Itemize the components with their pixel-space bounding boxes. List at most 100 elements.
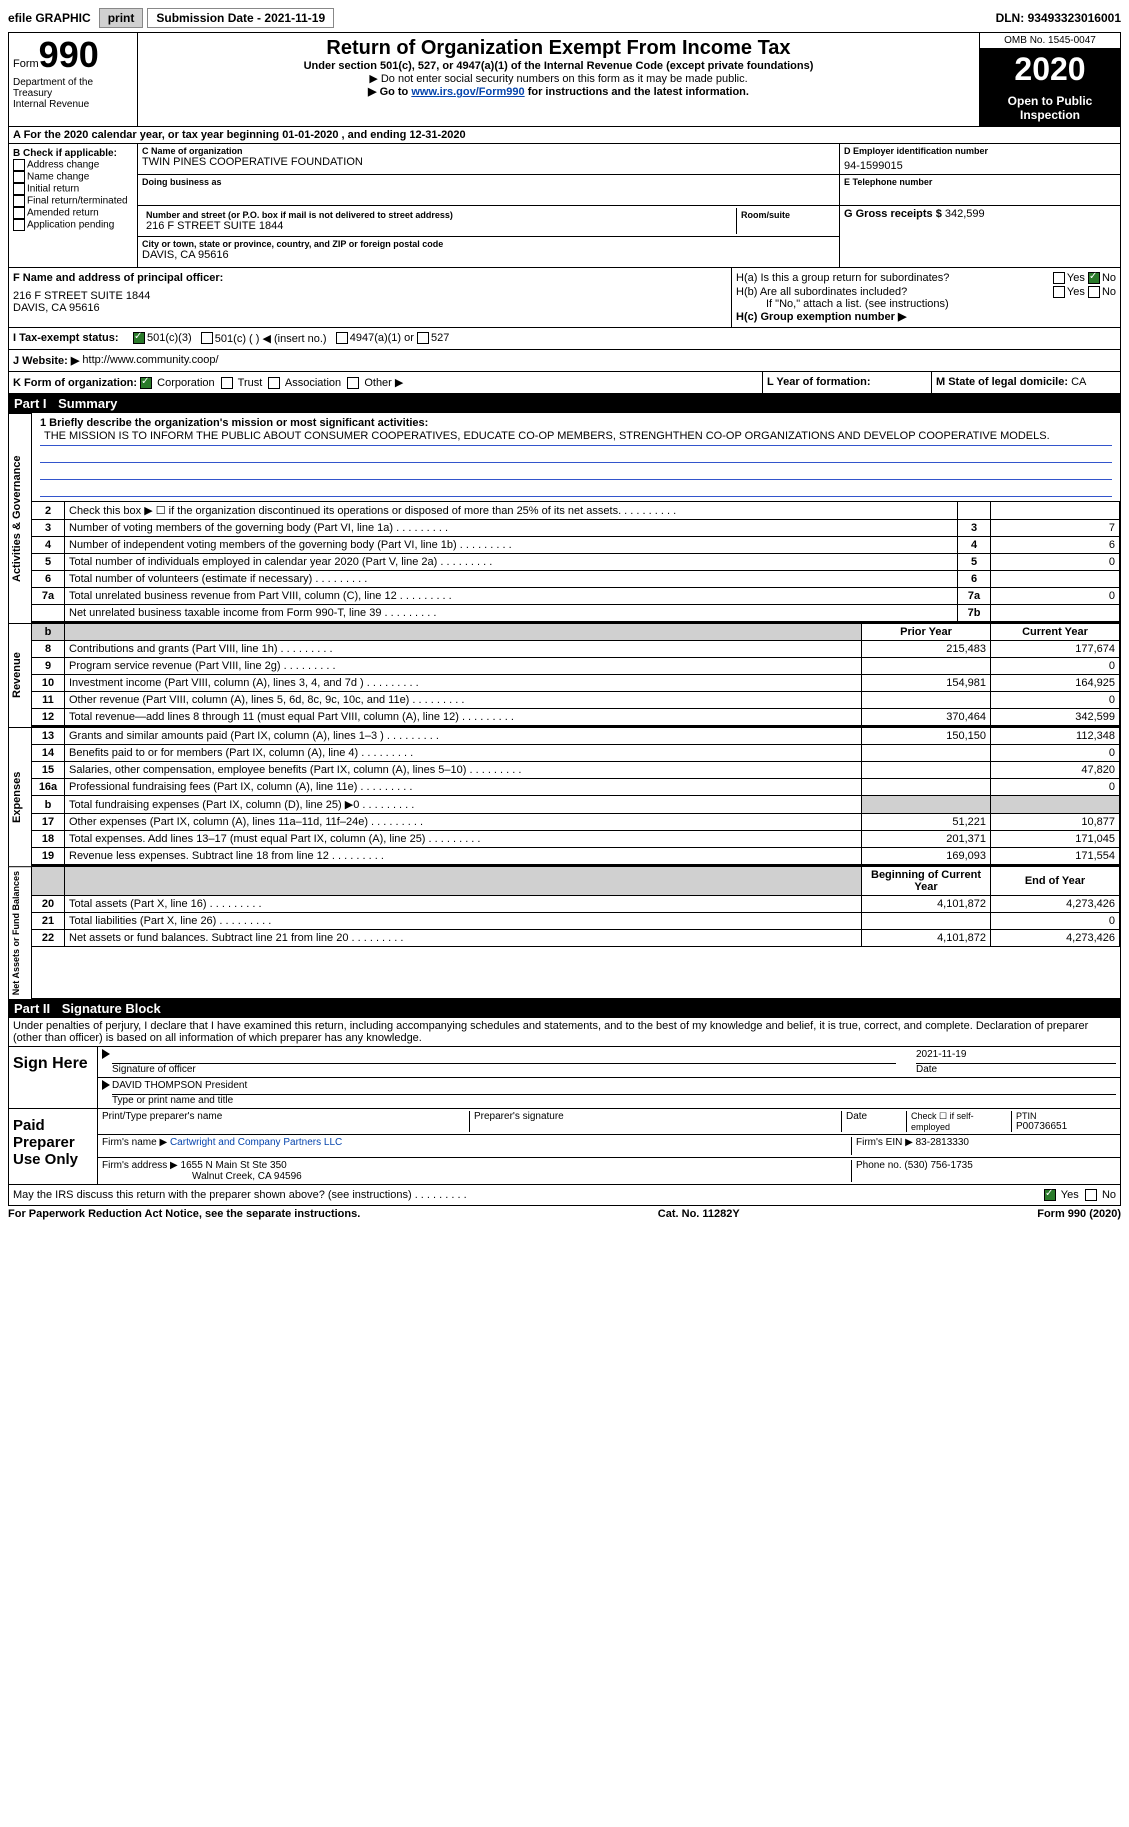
chk-initial-return[interactable]: Initial return [13, 183, 133, 195]
governance-section: Activities & Governance 1 Briefly descri… [8, 413, 1121, 623]
chk-final-return[interactable]: Final return/terminated [13, 195, 133, 207]
col-b-checkboxes: B Check if applicable: Address change Na… [9, 144, 138, 267]
part2-header: Part II Signature Block [8, 999, 1121, 1018]
chk-501c[interactable] [201, 332, 213, 344]
chk-501c3[interactable] [133, 332, 145, 344]
street-address: 216 F STREET SUITE 1844 [146, 220, 732, 232]
website-row: J Website: ▶ http://www.community.coop/ [8, 350, 1121, 372]
submission-date: 2021-11-19 [264, 11, 325, 25]
gross-receipts-row: G Gross receipts $ 342,599 [840, 206, 1120, 236]
mission-q: 1 Briefly describe the organization's mi… [40, 417, 1112, 429]
form-title: Return of Organization Exempt From Incom… [146, 37, 971, 60]
mission-text: THE MISSION IS TO INFORM THE PUBLIC ABOU… [40, 429, 1112, 446]
title-box: Return of Organization Exempt From Incom… [138, 33, 979, 126]
org-name-row: C Name of organization TWIN PINES COOPER… [138, 144, 839, 175]
sign-here-label: Sign Here [9, 1047, 98, 1108]
submission-date-label: Submission Date - [156, 11, 264, 25]
website-url: http://www.community.coop/ [82, 354, 218, 367]
table-row: 16aProfessional fundraising fees (Part I… [32, 779, 1120, 796]
open-to-public: Open to Public Inspection [980, 90, 1120, 126]
table-row: 12Total revenue—add lines 8 through 11 (… [32, 709, 1120, 726]
ein: 94-1599015 [844, 156, 1116, 172]
officer-address: 216 F STREET SUITE 1844 DAVIS, CA 95616 [13, 290, 727, 314]
chk-discuss-no[interactable] [1085, 1189, 1097, 1201]
officer-block: F Name and address of principal officer:… [8, 268, 1121, 328]
irs-link[interactable]: www.irs.gov/Form990 [411, 86, 524, 98]
h-a: H(a) Is this a group return for subordin… [736, 272, 1116, 284]
city-row: City or town, state or province, country… [138, 237, 839, 267]
side-netassets: Net Assets or Fund Balances [8, 866, 32, 999]
year-box: OMB No. 1545-0047 2020 Open to Public In… [979, 33, 1120, 126]
h-b-note: If "No," attach a list. (see instruction… [736, 298, 1116, 310]
table-row: 14Benefits paid to or for members (Part … [32, 745, 1120, 762]
city-state-zip: DAVIS, CA 95616 [142, 249, 835, 261]
dln: DLN: 93493323016001 [996, 11, 1121, 25]
table-row: 19Revenue less expenses. Subtract line 1… [32, 848, 1120, 865]
chk-address-change[interactable]: Address change [13, 159, 133, 171]
table-row: 6Total number of volunteers (estimate if… [32, 571, 1120, 588]
submission-date-box: Submission Date - 2021-11-19 [147, 8, 334, 28]
table-row: 13Grants and similar amounts paid (Part … [32, 728, 1120, 745]
table-row: 22Net assets or fund balances. Subtract … [32, 930, 1120, 947]
chk-other[interactable] [347, 377, 359, 389]
top-bar: efile GRAPHIC print Submission Date - 20… [8, 8, 1121, 28]
table-row: 3Number of voting members of the governi… [32, 520, 1120, 537]
firm-address1: 1655 N Main St Ste 350 [181, 1160, 287, 1171]
revenue-table: bPrior YearCurrent Year8Contributions an… [32, 623, 1120, 726]
table-row: 7aTotal unrelated business revenue from … [32, 588, 1120, 605]
col-c: C Name of organization TWIN PINES COOPER… [138, 144, 839, 267]
chk-name-change[interactable]: Name change [13, 171, 133, 183]
table-row: 5Total number of individuals employed in… [32, 554, 1120, 571]
chk-assoc[interactable] [268, 377, 280, 389]
l-year-formation: L Year of formation: [763, 372, 932, 393]
side-governance: Activities & Governance [8, 413, 32, 623]
phone-row: E Telephone number [840, 175, 1120, 206]
table-row: Net unrelated business taxable income fr… [32, 605, 1120, 622]
ptin: P00736651 [1016, 1121, 1116, 1132]
paid-preparer-block: Paid Preparer Use Only Print/Type prepar… [8, 1109, 1121, 1185]
firm-address-row: Firm's address ▶ 1655 N Main St Ste 350 … [98, 1158, 1120, 1184]
ein-row: D Employer identification number 94-1599… [840, 144, 1120, 175]
discuss-row: May the IRS discuss this return with the… [8, 1185, 1121, 1206]
table-row: 20Total assets (Part X, line 16)4,101,87… [32, 896, 1120, 913]
netassets-section: Net Assets or Fund Balances Beginning of… [8, 866, 1121, 999]
table-row: 11Other revenue (Part VIII, column (A), … [32, 692, 1120, 709]
officer-typed-name: DAVID THOMPSON President [112, 1080, 1116, 1095]
chk-527[interactable] [417, 332, 429, 344]
f-header: F Name and address of principal officer: [13, 272, 727, 284]
dba-row: Doing business as [138, 175, 839, 206]
form-number: 990 [39, 34, 99, 75]
arrow-icon [102, 1080, 110, 1090]
firm-name[interactable]: Cartwright and Company Partners LLC [170, 1137, 342, 1148]
side-revenue: Revenue [8, 623, 32, 727]
org-name: TWIN PINES COOPERATIVE FOUNDATION [142, 156, 835, 168]
chk-trust[interactable] [221, 377, 233, 389]
print-button[interactable]: print [99, 8, 144, 28]
table-header-row: Beginning of Current YearEnd of Year [32, 867, 1120, 896]
firm-phone: (530) 756-1735 [904, 1160, 972, 1171]
expenses-table: 13Grants and similar amounts paid (Part … [32, 727, 1120, 865]
firm-name-row: Firm's name ▶ Cartwright and Company Par… [98, 1135, 1120, 1158]
note-link: ▶ Go to www.irs.gov/Form990 for instruct… [146, 85, 971, 98]
chk-pending[interactable]: Application pending [13, 219, 133, 231]
table-row: 10Investment income (Part VIII, column (… [32, 675, 1120, 692]
chk-discuss-yes[interactable] [1044, 1189, 1056, 1201]
chk-4947[interactable] [336, 332, 348, 344]
footer-right: Form 990 (2020) [1037, 1208, 1121, 1220]
address-row: Number and street (or P.O. box if mail i… [138, 206, 839, 237]
gross-receipts: 342,599 [945, 208, 985, 220]
chk-amended[interactable]: Amended return [13, 207, 133, 219]
department: Department of the Treasury Internal Reve… [13, 77, 133, 110]
governance-table: 2Check this box ▶ ☐ if the organization … [32, 501, 1120, 622]
penalty-statement: Under penalties of perjury, I declare th… [8, 1018, 1121, 1047]
note-ssn: ▶ Do not enter social security numbers o… [146, 72, 971, 85]
klm-row: K Form of organization: Corporation Trus… [8, 372, 1121, 394]
table-row: 4Number of independent voting members of… [32, 537, 1120, 554]
preparer-header-row: Print/Type preparer's name Preparer's si… [98, 1109, 1120, 1135]
table-row: 18Total expenses. Add lines 13–17 (must … [32, 831, 1120, 848]
b-header: B Check if applicable: [13, 148, 133, 159]
officer-signature-row: Signature of officer 2021-11-19 Date [98, 1047, 1120, 1078]
arrow-icon [102, 1049, 110, 1059]
table-row: 17Other expenses (Part IX, column (A), l… [32, 814, 1120, 831]
chk-corp[interactable] [140, 377, 152, 389]
